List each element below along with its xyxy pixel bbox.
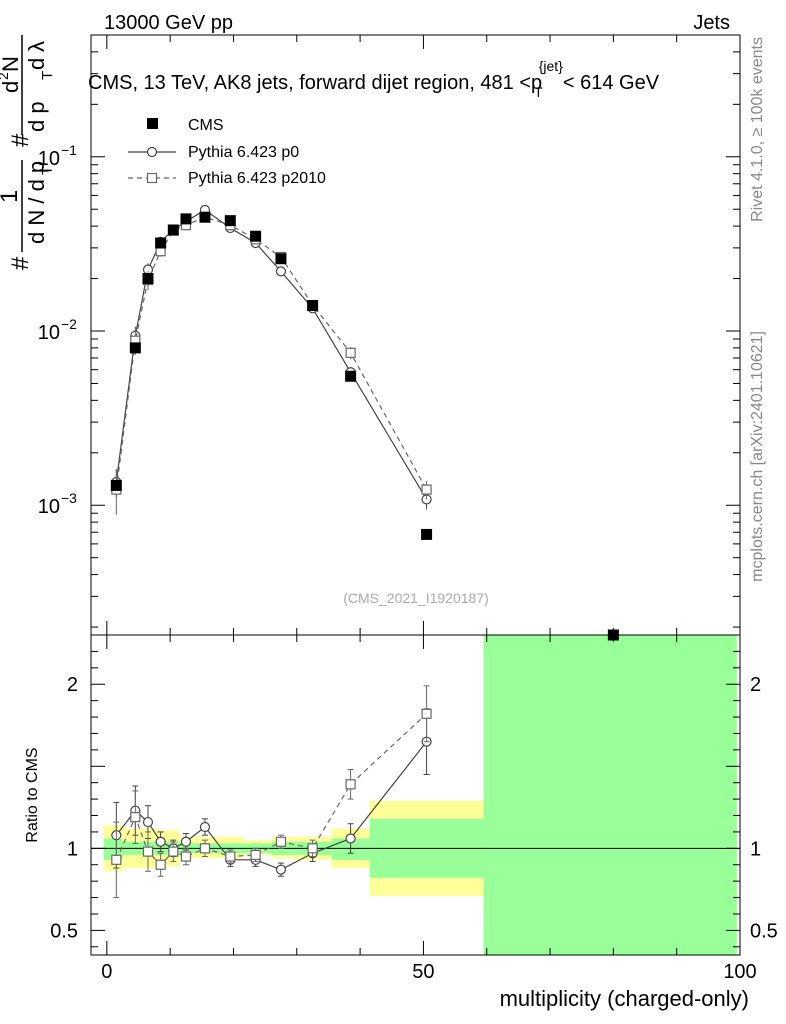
y-tick-label: 10: [38, 496, 60, 518]
data-point-cms: [224, 215, 236, 227]
ylabel-d: d: [0, 81, 23, 93]
ylabel-hash-1: #: [7, 256, 34, 270]
data-point-cms: [180, 213, 192, 225]
uncertainty-bands: [103, 635, 737, 955]
ylabel-d-sup: 2: [0, 72, 11, 80]
legend-marker-cms: [147, 118, 158, 129]
plot-title-p: p: [531, 72, 542, 94]
ylabel-dn-dpt: d N / d p: [24, 161, 49, 244]
ratio-y-tick-label: 2: [67, 674, 78, 696]
stat-uncertainty-band: [483, 635, 737, 955]
ratio-y-tick-label: 1: [67, 838, 78, 860]
stat-uncertainty-band: [103, 838, 123, 860]
ratio-point-p2010: [142, 846, 154, 857]
ratio-y-tick-label-right: 1: [750, 838, 761, 860]
series-layer: [110, 204, 619, 899]
data-point-cms: [250, 230, 262, 242]
point-p2010: [421, 484, 432, 495]
ratio-point-p0: [345, 833, 356, 844]
ratio-y-tick-label: 0.5: [50, 920, 78, 942]
ratio-y-axis-label: Ratio to CMS: [24, 747, 41, 842]
ratio-point-p0: [180, 836, 192, 847]
legend: CMS Pythia 6.423 p0 Pythia 6.423 p2010: [128, 117, 326, 187]
header-analysis-label: Jets: [693, 12, 730, 34]
data-point-cms: [421, 528, 433, 540]
ylabel-one: 1: [0, 190, 23, 203]
x-axis-label: multiplicity (charged-only): [500, 986, 749, 1011]
ratio-point-p2010: [199, 843, 211, 854]
data-point-cms: [307, 300, 319, 312]
data-point-cms: [199, 211, 211, 223]
legend-marker-p0: [146, 146, 158, 158]
rivet-version-label: Rivet 4.1.0, ≥ 100k events: [749, 37, 766, 222]
series-p2010: [111, 212, 432, 899]
plot-title-suffix: < 614 GeV: [563, 72, 660, 94]
ratio-y-tick-label-right: 2: [750, 674, 761, 696]
ratio-point-p2010: [155, 859, 166, 870]
plot-title-subscript: T: [534, 84, 543, 100]
x-tick-label: 0: [101, 961, 112, 983]
y-tick-exponent: −3: [61, 490, 77, 506]
legend-marker-p2010: [146, 172, 158, 184]
ylabel-d-pt: d p: [24, 101, 49, 132]
main-y-axis-label: # 1 d N / d p T # d 2 N d p T d λ: [0, 35, 56, 270]
ylabel-d-lambda-d: d: [24, 58, 49, 70]
x-tick-label: 100: [723, 961, 756, 983]
legend-label-p0: Pythia 6.423 p0: [188, 144, 299, 161]
ratio-point-p2010: [168, 846, 179, 857]
series-cms: [110, 211, 619, 641]
legend-label-p2010: Pythia 6.423 p2010: [188, 170, 326, 187]
ylabel-dn-dpt-sub: T: [39, 166, 56, 175]
series-p0: [111, 204, 432, 877]
header-beam-label: 13000 GeV pp: [104, 12, 233, 34]
ratio-point-p0: [199, 821, 211, 833]
data-point-cms: [110, 479, 122, 491]
data-point-cms: [129, 342, 141, 354]
ratio-point-p2010: [250, 849, 261, 860]
ratio-point-p2010: [307, 843, 318, 854]
ratio-point-p2010: [111, 854, 122, 865]
ratio-point-p2010: [275, 836, 287, 847]
analysis-watermark: (CMS_2021_I1920187): [343, 590, 489, 606]
ratio-panel-frame: [90, 634, 741, 956]
y-tick-exponent: −1: [61, 142, 77, 158]
y-tick-label: 10: [38, 322, 60, 344]
line-p2010: [115, 216, 428, 490]
data-point-cms: [275, 253, 287, 265]
ylabel-hash-2: #: [7, 133, 34, 147]
y-tick-exponent: −2: [61, 316, 77, 332]
data-point-cms: [167, 224, 179, 236]
ratio-point-p2010: [225, 851, 236, 862]
plot-title-prefix: CMS, 13 TeV, AK8 jets, forward dijet reg…: [88, 72, 531, 94]
plot-title-superscript: {jet}: [539, 58, 563, 74]
ylabel-d-pt-sub: T: [39, 71, 56, 80]
legend-label-cms: CMS: [188, 117, 224, 134]
ratio-point-p0: [142, 816, 154, 828]
ratio-point-p0: [155, 836, 166, 847]
axis-ticks: [91, 34, 741, 955]
point-p2010: [345, 347, 356, 358]
plot-title: CMS, 13 TeV, AK8 jets, forward dijet reg…: [88, 58, 660, 100]
ratio-point-p2010: [130, 812, 141, 823]
data-point-cms: [607, 629, 619, 641]
ylabel-d-lambda-l: λ: [24, 41, 49, 52]
x-tick-label: 50: [412, 961, 434, 983]
ratio-point-p2010: [421, 708, 432, 719]
data-point-cms: [155, 237, 167, 249]
ratio-y-tick-label-right: 0.5: [750, 920, 778, 942]
ratio-point-p2010: [180, 851, 192, 862]
ratio-point-p2010: [345, 779, 356, 790]
ylabel-n: N: [0, 56, 23, 72]
y-tick-label: 10: [38, 148, 60, 170]
mcplots-label: mcplots.cern.ch [arXiv:2401.10621]: [749, 331, 766, 582]
data-point-cms: [142, 273, 154, 285]
data-point-cms: [345, 370, 357, 382]
ratio-point-p0: [275, 864, 287, 875]
point-p0: [275, 266, 287, 277]
